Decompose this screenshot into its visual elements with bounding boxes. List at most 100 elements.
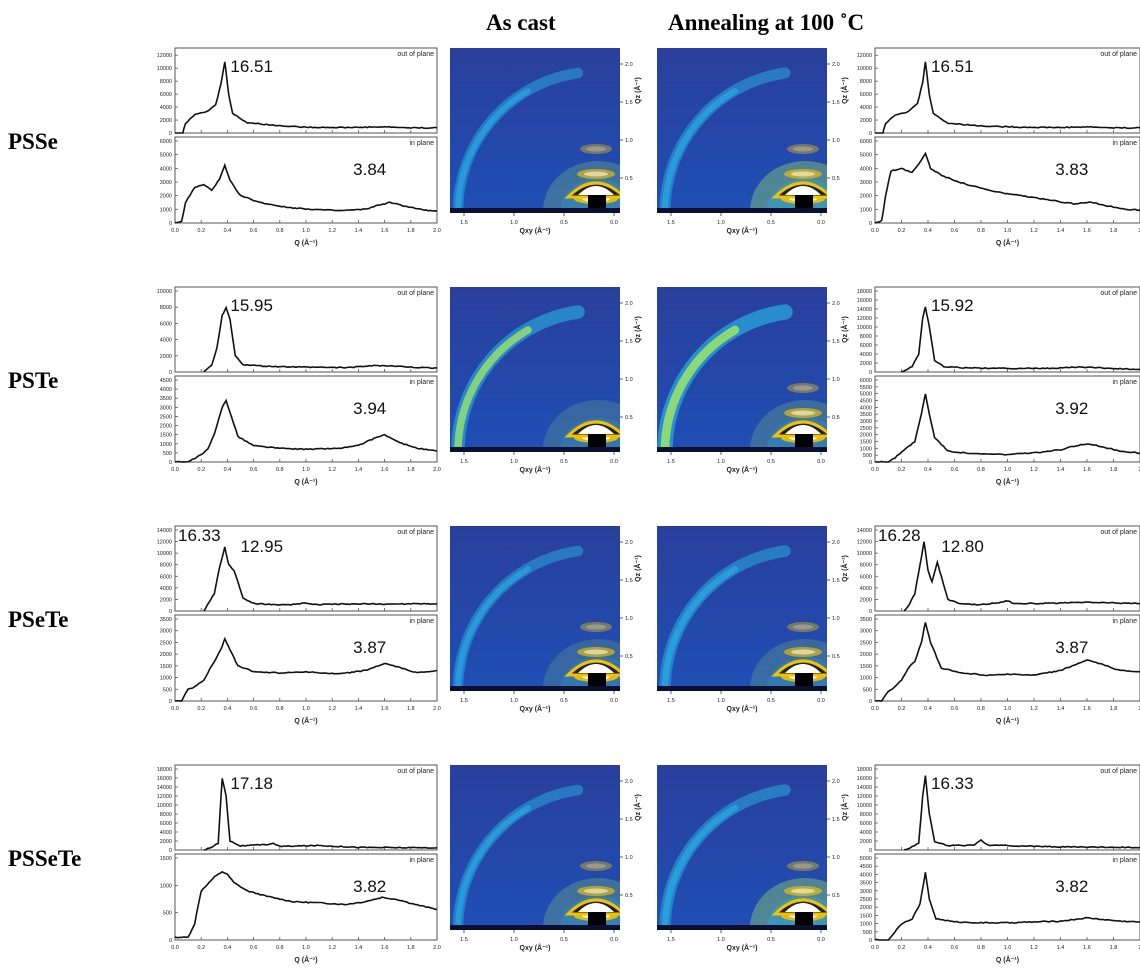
row-label-pssete: PSSeTe <box>8 846 82 871</box>
y-tick-label: 1000 <box>160 442 172 448</box>
x-tick-label: 1.2 <box>328 945 336 951</box>
panel-corner-label: out of plane <box>1100 290 1137 297</box>
x-axis-label: Q (Å⁻¹) <box>996 477 1019 486</box>
lamellar-lobe <box>787 383 819 393</box>
qxy-tick-label: 0.0 <box>610 220 618 226</box>
horizon-band <box>450 208 620 213</box>
y-tick-label: 3500 <box>860 617 872 623</box>
y-tick-label: 12000 <box>157 540 172 546</box>
y-tick-label: 4000 <box>160 830 172 836</box>
peak-annotation: 15.92 <box>931 296 974 315</box>
x-tick-label: 1.6 <box>381 706 389 712</box>
qz-axis-label: Qz (Å⁻¹) <box>840 316 849 343</box>
data-curve <box>174 870 438 939</box>
lamellar-lobe-core <box>793 385 813 391</box>
y-tick-label: 4500 <box>160 378 172 384</box>
lamellar-lobe <box>787 861 819 871</box>
x-tick-label: 1.8 <box>407 706 415 712</box>
scattering-arc-core <box>455 805 531 930</box>
y-tick-label: 10000 <box>857 551 872 557</box>
qxy-axis-label: Qxy (Å⁻¹) <box>520 226 551 235</box>
qz-tick-label: 0.5 <box>625 654 633 660</box>
y-tick-label: 2000 <box>160 597 172 603</box>
lamellar-lobe-core <box>791 649 815 655</box>
qxy-tick-label: 0.5 <box>767 937 775 943</box>
plot-frame <box>174 853 438 941</box>
y-tick-label: 4000 <box>860 586 872 592</box>
y-tick-label: 12000 <box>857 316 872 322</box>
x-tick-label: 1.0 <box>302 228 310 234</box>
peak-annotation: 16.33 <box>178 526 221 545</box>
y-tick-label: 8000 <box>160 79 172 85</box>
x-tick-label: 0.2 <box>898 467 906 473</box>
y-tick-label: 0 <box>869 221 872 227</box>
peak-annotation: 3.83 <box>1055 160 1088 179</box>
y-tick-label: 0 <box>169 848 172 854</box>
y-tick-label: 2000 <box>160 839 172 845</box>
y-tick-label: 6000 <box>160 139 172 145</box>
row-label-pssse: PSSe <box>8 129 58 154</box>
y-tick-label: 4000 <box>860 166 872 172</box>
x-tick-label: 0.2 <box>898 228 906 234</box>
y-tick-label: 4000 <box>160 387 172 393</box>
y-tick-label: 1500 <box>160 856 172 862</box>
scattering-arc-core <box>454 326 532 452</box>
y-tick-label: 500 <box>863 453 872 459</box>
data-curve <box>174 162 438 224</box>
data-curve <box>203 305 437 373</box>
y-tick-label: 6000 <box>860 574 872 580</box>
xrd-chart: 0200040006000800010000120001400016000180… <box>157 764 441 964</box>
x-tick-label: 0.8 <box>276 467 284 473</box>
y-tick-label: 12000 <box>857 794 872 800</box>
y-tick-label: 3000 <box>860 180 872 186</box>
qxy-tick-label: 1.0 <box>717 937 725 943</box>
x-tick-label: 1.8 <box>1110 706 1118 712</box>
x-tick-label: 1.2 <box>1030 467 1038 473</box>
x-tick-label: 1.0 <box>302 467 310 473</box>
x-tick-label: 1.6 <box>1083 945 1091 951</box>
x-tick-label: 1.6 <box>381 228 389 234</box>
plot-frame <box>874 764 1140 851</box>
y-tick-label: 5000 <box>860 392 872 398</box>
x-tick-label: 1.6 <box>381 945 389 951</box>
qz-tick-label: 1.5 <box>625 339 633 345</box>
peak-annotation: 12.95 <box>241 537 284 556</box>
x-tick-label: 1.4 <box>1057 706 1065 712</box>
x-tick-label: 1.4 <box>355 467 363 473</box>
qz-tick-label: 0.5 <box>832 654 840 660</box>
x-tick-label: 0.0 <box>171 945 179 951</box>
y-tick-label: 10000 <box>857 325 872 331</box>
qz-axis-label: Qz (Å⁻¹) <box>840 794 849 821</box>
lamellar-lobe-core <box>793 146 813 152</box>
x-tick-label: 0.4 <box>924 706 932 712</box>
y-tick-label: 1000 <box>160 676 172 682</box>
y-tick-label: 10000 <box>157 66 172 72</box>
x-tick-label: 0.4 <box>224 706 232 712</box>
scattering-arc-core <box>660 325 740 452</box>
x-tick-label: 0.2 <box>197 467 205 473</box>
qxy-tick-label: 0.5 <box>560 698 568 704</box>
lamellar-lobe-core <box>791 888 815 894</box>
scattering-arc-core <box>455 566 531 691</box>
y-tick-label: 10000 <box>857 66 872 72</box>
qz-tick-label: 0.5 <box>832 893 840 899</box>
panel-corner-label: in plane <box>409 140 434 147</box>
x-tick-label: 0.0 <box>871 467 879 473</box>
plot-frame <box>174 614 438 702</box>
qxy-axis-label: Qxy (Å⁻¹) <box>520 465 551 474</box>
y-tick-label: 5000 <box>860 153 872 159</box>
x-tick-label: 0.0 <box>871 706 879 712</box>
y-tick-label: 2000 <box>860 652 872 658</box>
y-tick-label: 0 <box>869 699 872 705</box>
qxy-tick-label: 1.0 <box>510 698 518 704</box>
y-tick-label: 8000 <box>160 563 172 569</box>
qxy-tick-label: 1.5 <box>460 937 468 943</box>
x-tick-label: 0.6 <box>951 945 959 951</box>
peak-annotation: 3.92 <box>1055 399 1088 418</box>
y-tick-label: 3000 <box>860 629 872 635</box>
x-tick-label: 1.4 <box>355 228 363 234</box>
